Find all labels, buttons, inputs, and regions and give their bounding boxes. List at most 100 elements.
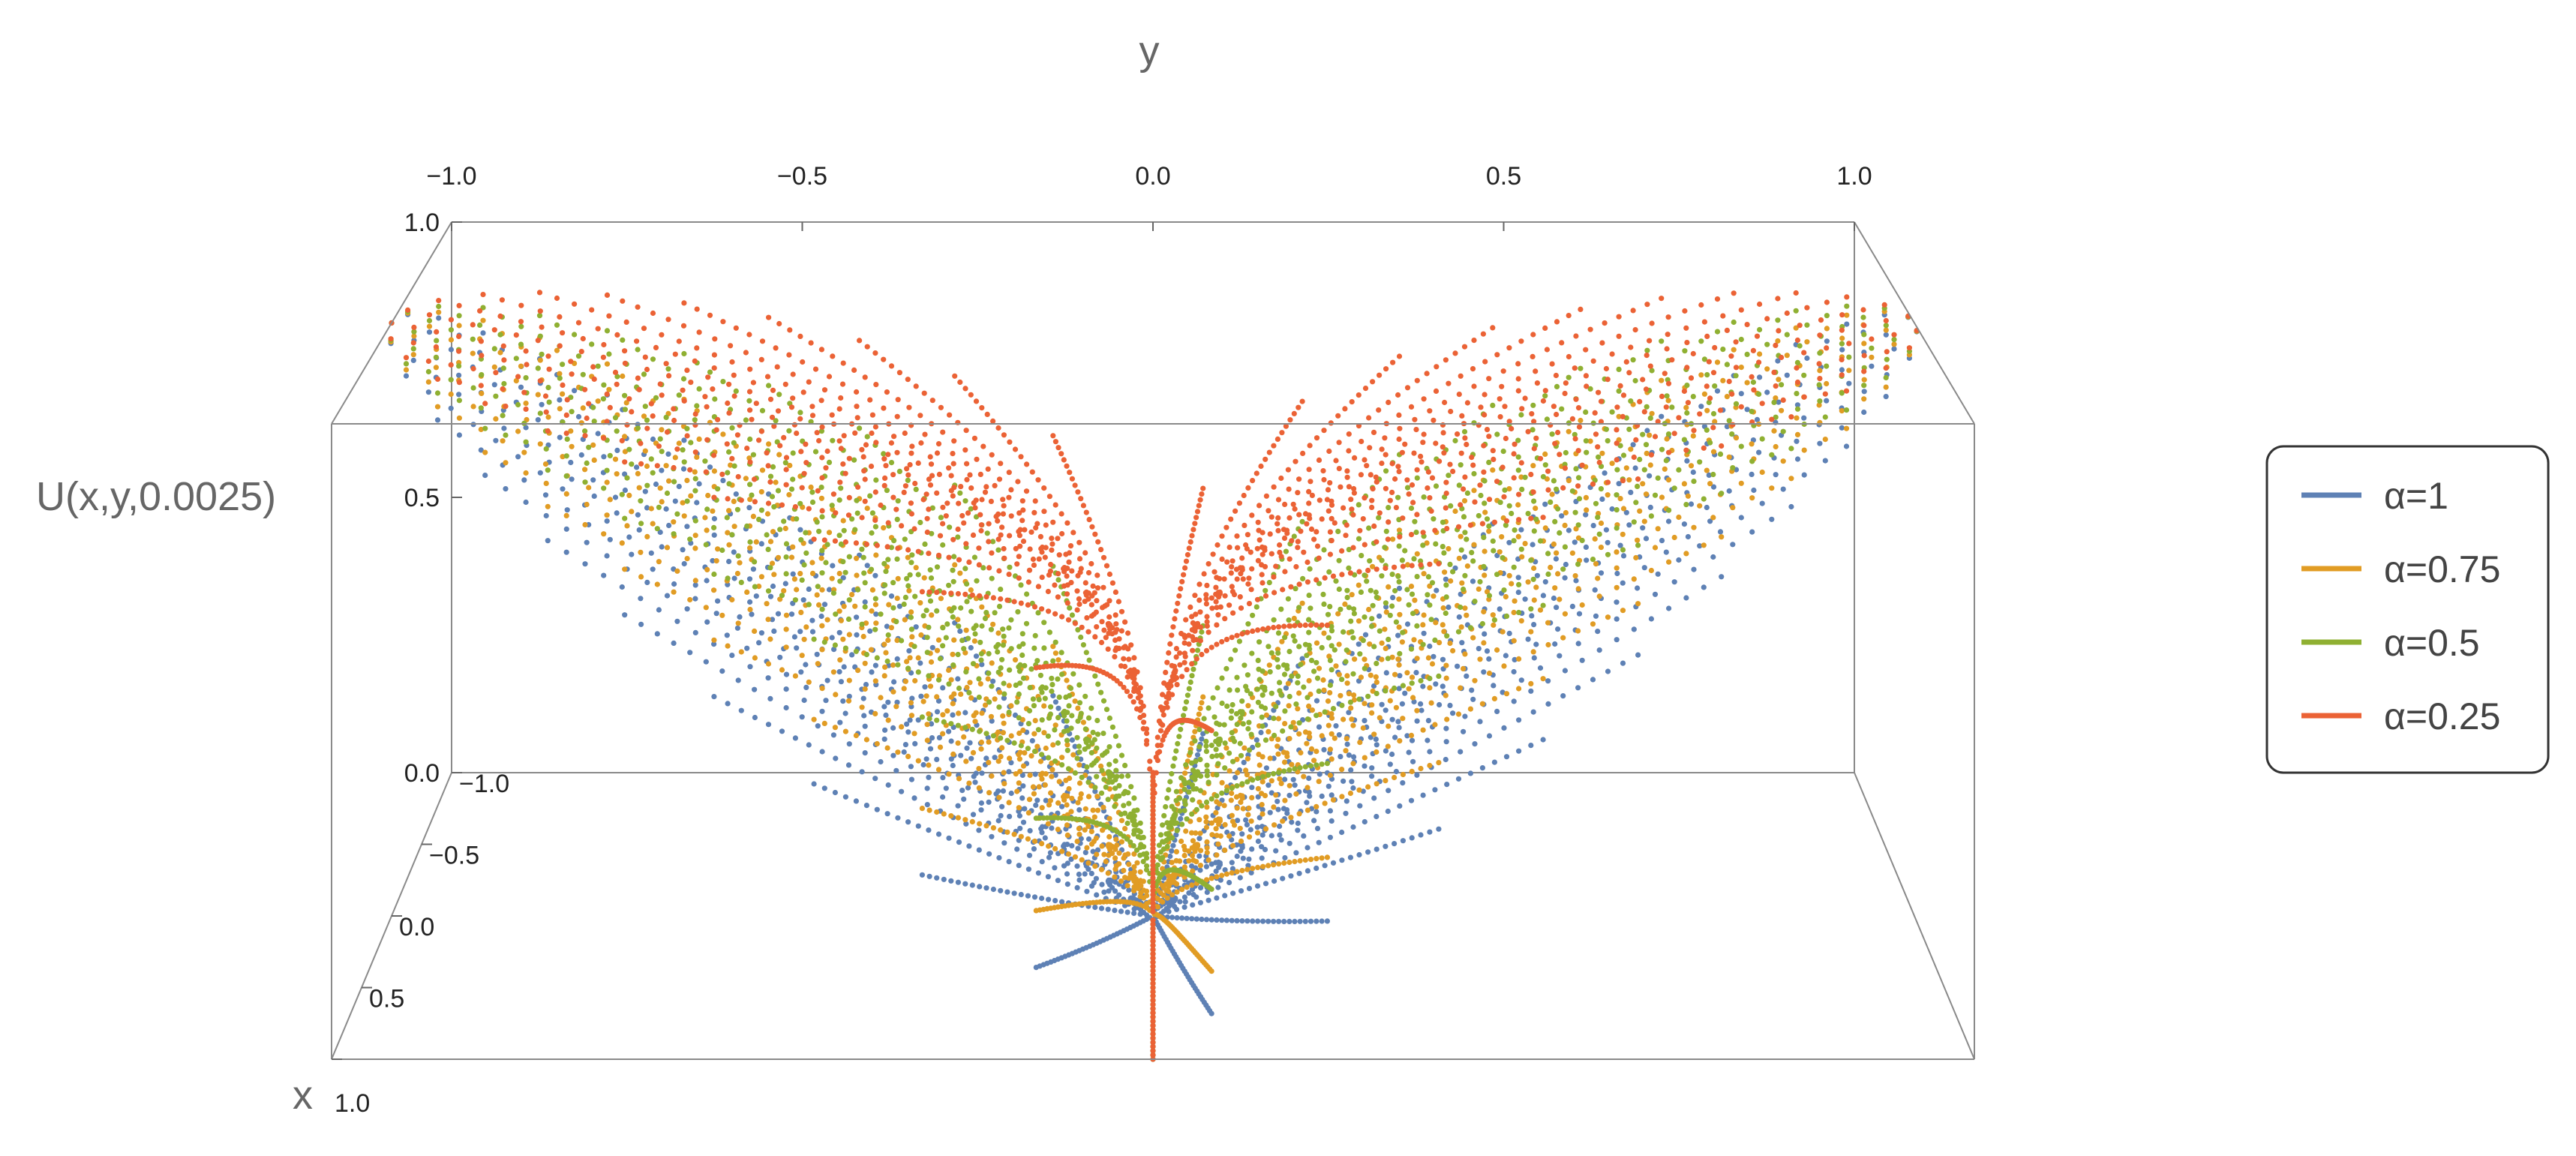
data-point bbox=[1137, 869, 1143, 875]
data-point bbox=[1327, 529, 1333, 535]
data-point bbox=[1203, 814, 1209, 820]
data-point bbox=[1116, 850, 1122, 856]
data-point bbox=[1244, 755, 1250, 762]
data-point bbox=[1008, 760, 1014, 766]
data-point bbox=[1628, 489, 1634, 496]
data-point bbox=[1530, 427, 1536, 433]
data-point bbox=[996, 794, 1002, 800]
data-point bbox=[1506, 486, 1512, 492]
data-point bbox=[1259, 704, 1265, 710]
data-point bbox=[995, 547, 1001, 553]
data-point bbox=[989, 833, 995, 839]
data-point bbox=[493, 437, 499, 443]
data-point bbox=[1090, 729, 1096, 736]
data-point bbox=[1319, 855, 1325, 861]
data-point bbox=[1226, 602, 1232, 608]
data-point bbox=[1247, 827, 1253, 833]
data-point bbox=[1105, 870, 1111, 876]
data-point bbox=[799, 485, 805, 491]
data-point bbox=[1302, 918, 1308, 924]
data-point bbox=[1579, 657, 1585, 663]
data-point bbox=[636, 527, 642, 533]
data-point bbox=[955, 590, 961, 597]
data-point bbox=[1396, 527, 1403, 533]
data-point bbox=[1891, 346, 1897, 352]
data-point bbox=[1262, 826, 1269, 832]
data-point bbox=[1213, 746, 1219, 752]
data-point bbox=[1620, 531, 1626, 537]
data-point bbox=[1477, 656, 1483, 662]
data-point bbox=[1551, 595, 1557, 602]
data-point bbox=[644, 463, 650, 470]
data-point bbox=[874, 806, 880, 812]
data-point bbox=[545, 467, 551, 473]
data-point bbox=[1707, 440, 1713, 446]
data-point bbox=[976, 694, 982, 701]
data-point bbox=[1043, 771, 1049, 777]
data-point bbox=[794, 587, 800, 593]
data-point bbox=[1491, 617, 1497, 623]
data-point bbox=[1822, 414, 1828, 420]
data-point bbox=[1018, 833, 1024, 839]
data-point bbox=[719, 471, 725, 477]
data-point bbox=[1400, 683, 1406, 689]
data-point bbox=[842, 710, 848, 716]
data-point bbox=[1481, 640, 1487, 646]
data-point bbox=[1032, 771, 1038, 777]
data-point bbox=[629, 551, 635, 557]
data-point bbox=[1664, 436, 1670, 442]
data-point bbox=[1759, 436, 1765, 442]
data-point bbox=[917, 600, 923, 606]
data-point bbox=[1341, 778, 1347, 784]
data-point bbox=[557, 406, 563, 412]
data-point bbox=[650, 566, 656, 572]
data-point bbox=[1784, 372, 1790, 378]
data-point bbox=[1444, 782, 1450, 788]
data-point bbox=[872, 572, 878, 578]
data-point bbox=[995, 818, 1001, 824]
data-point bbox=[963, 821, 969, 827]
data-point bbox=[881, 451, 887, 457]
data-point bbox=[873, 477, 879, 483]
data-point bbox=[907, 655, 913, 661]
data-point bbox=[1371, 683, 1377, 689]
data-point bbox=[1034, 797, 1040, 803]
data-point bbox=[821, 602, 828, 608]
data-point bbox=[1150, 921, 1156, 927]
data-point bbox=[1019, 631, 1025, 637]
data-point bbox=[1681, 437, 1687, 443]
data-point bbox=[1663, 549, 1669, 555]
data-point bbox=[1100, 804, 1106, 810]
data-point bbox=[779, 502, 785, 508]
data-point bbox=[1016, 780, 1022, 786]
data-point bbox=[934, 694, 940, 700]
data-point bbox=[1371, 731, 1377, 737]
data-point bbox=[841, 664, 847, 670]
data-point bbox=[1203, 819, 1209, 825]
data-point bbox=[1773, 395, 1779, 401]
data-point bbox=[863, 541, 869, 548]
data-point bbox=[1076, 877, 1082, 883]
data-point bbox=[753, 593, 759, 599]
data-point bbox=[1232, 774, 1238, 781]
data-point bbox=[859, 704, 865, 710]
data-point bbox=[1116, 782, 1122, 788]
data-point bbox=[1293, 850, 1299, 856]
data-point bbox=[1047, 850, 1053, 856]
data-point bbox=[1122, 826, 1128, 832]
data-point bbox=[1254, 742, 1261, 748]
data-point bbox=[1217, 604, 1223, 610]
data-point bbox=[1248, 587, 1254, 593]
data-point bbox=[1414, 574, 1420, 580]
data-point bbox=[1560, 485, 1566, 491]
data-point bbox=[1386, 584, 1392, 590]
data-point bbox=[1771, 399, 1777, 406]
data-point bbox=[862, 750, 868, 756]
data-point bbox=[878, 695, 884, 701]
data-point bbox=[1314, 622, 1320, 628]
data-point bbox=[1676, 557, 1682, 563]
data-point bbox=[1260, 863, 1266, 869]
data-point bbox=[846, 597, 852, 603]
data-point bbox=[1052, 865, 1058, 871]
data-point bbox=[1719, 574, 1725, 580]
